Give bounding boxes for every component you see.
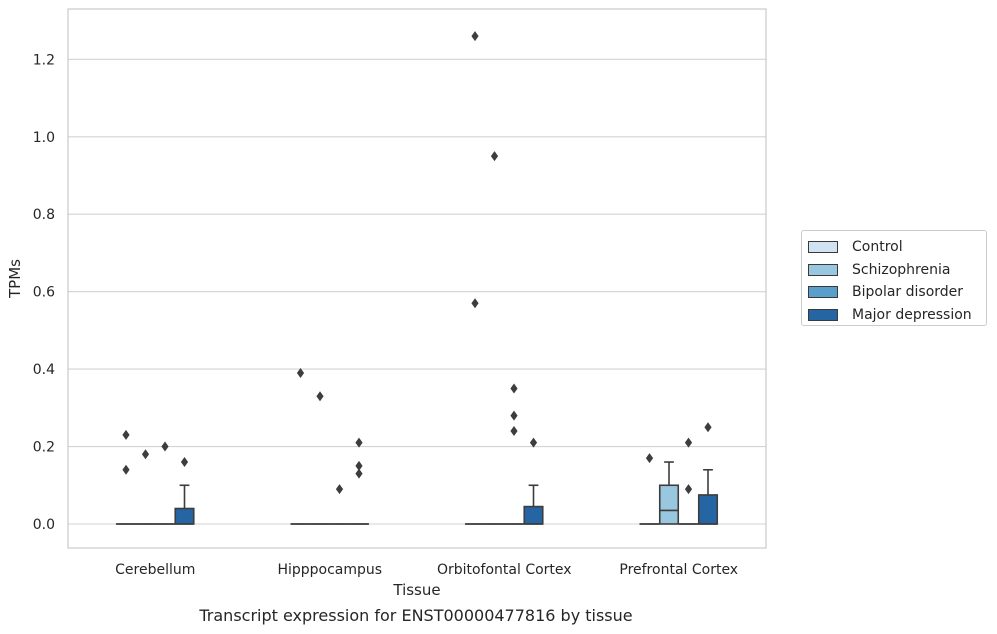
box-group [658,461,680,525]
outlier-point [704,422,712,433]
gridlines [68,58,766,525]
outlier-point [122,464,130,475]
legend-label: Schizophrenia [852,261,951,278]
box [174,507,195,525]
y-tick-label: 0.6 [33,285,55,301]
y-tick-label: 0.2 [33,440,55,456]
box-group [115,429,137,525]
legend-swatch [808,263,838,276]
box-group [523,437,544,525]
box-group [309,391,331,525]
outlier-point [316,391,324,402]
x-tick-label: Cerebellum [115,562,195,578]
box-group [503,383,525,525]
outlier-point [141,449,150,460]
legend-swatch [808,286,838,299]
legend-swatch [808,308,838,321]
outlier-point [529,437,538,448]
box [523,505,544,525]
outlier-point [471,298,479,309]
boxes [115,31,719,525]
y-tick-label: 0.8 [33,207,55,223]
chart-caption: Transcript expression for ENST0000047781… [199,606,633,625]
y-tick-label: 1.2 [33,52,55,68]
box-group [154,441,176,525]
box-group [697,422,719,525]
outlier-point [355,460,363,471]
x-axis-ticks: Cerebellum Hipppocampus Orbitofontal Corte… [115,562,738,578]
x-tick-label: Prefrontal Cortex [619,562,738,578]
box-group [678,437,699,525]
box [658,484,680,525]
legend-item-schizophrenia: Schizophrenia [808,259,980,282]
box-group [174,457,195,525]
box-group [639,453,660,525]
outlier-point [684,437,693,448]
outlier-point [645,453,654,464]
outlier-point [684,484,693,495]
legend-label: Major depression [852,306,972,323]
outlier-point [355,437,363,448]
outlier-point [335,484,344,495]
box-group [290,367,311,525]
legend-label: Control [852,239,903,256]
x-axis-label: Tissue [392,581,440,599]
outlier-point [122,429,130,440]
y-tick-label: 0.4 [33,362,55,378]
box-group [329,484,350,525]
outlier-point [471,31,479,42]
outlier-point [296,367,305,378]
outlier-point [161,441,169,452]
x-tick-label: Hipppocampus [277,562,382,578]
legend-item-bipolar-disorder: Bipolar disorder [808,281,980,304]
box-group [464,31,486,525]
plot-frame [67,8,767,549]
legend-item-control: Control [808,236,980,259]
box-group [484,151,505,525]
outlier-point [180,457,189,468]
outlier-point [510,426,518,437]
outlier-point [510,383,518,394]
y-tick-label: 1.0 [33,130,55,146]
box-group [348,437,370,525]
legend-swatch [808,241,838,254]
box [697,494,719,525]
legend-item-major-depression: Major depression [808,304,980,327]
y-axis-label: TPMs [6,259,24,299]
legend: Control Schizophrenia Bipolar disorder M… [801,230,987,326]
y-tick-label: 0.0 [33,517,55,533]
legend-label: Bipolar disorder [852,284,964,301]
y-axis-ticks: 0.0 0.2 0.4 0.6 0.8 1.0 1.2 [33,52,55,533]
outlier-point [490,151,499,162]
box-group [135,449,156,525]
outlier-point [510,410,518,421]
outlier-point [355,468,363,479]
x-tick-label: Orbitofontal Cortex [437,562,572,578]
